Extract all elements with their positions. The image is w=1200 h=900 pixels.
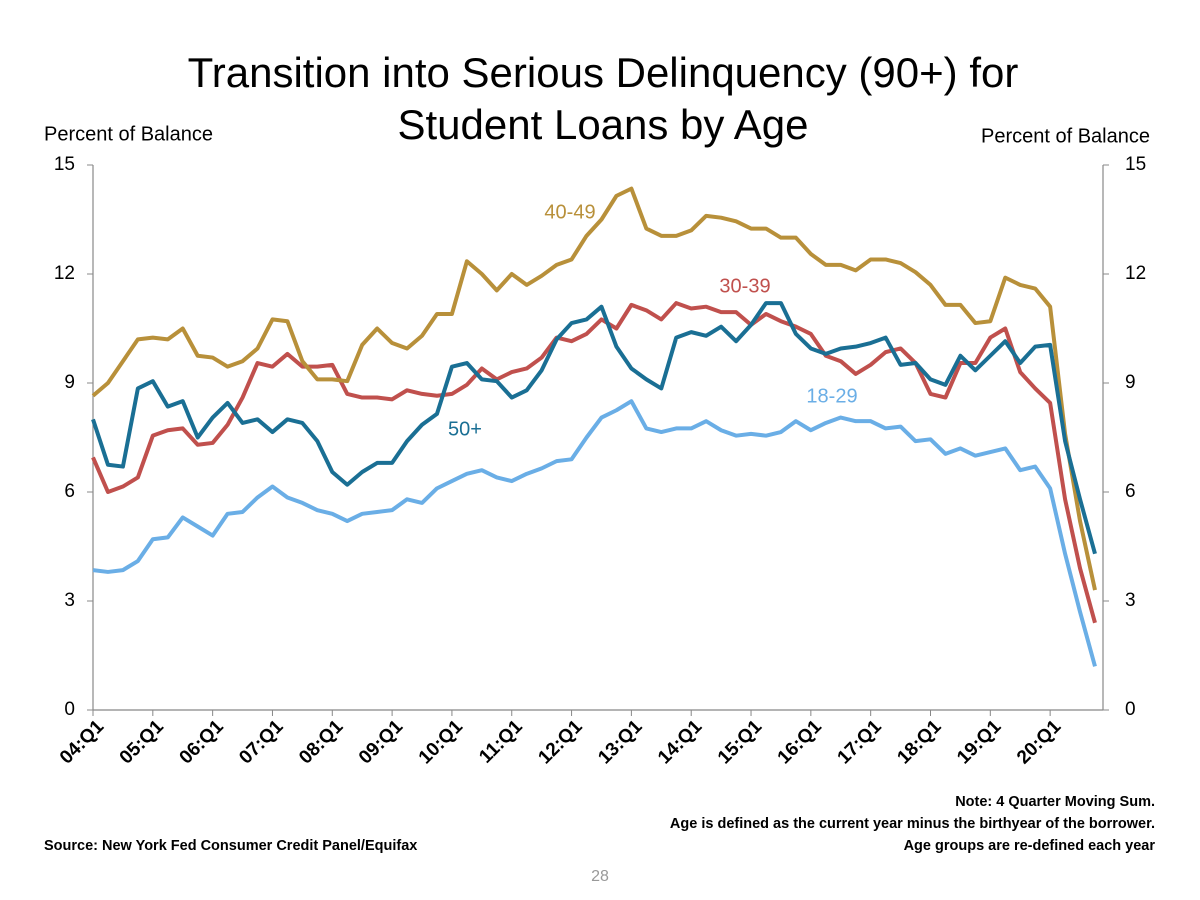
page-number: 28 (591, 868, 609, 885)
y2-tick-label: 9 (1125, 372, 1136, 393)
x-tick-label: 16:Q1 (774, 716, 826, 768)
y-tick-label: 15 (54, 154, 75, 175)
x-tick-label: 04:Q1 (56, 716, 108, 768)
y-tick-label: 12 (54, 263, 75, 284)
x-tick-label: 09:Q1 (355, 716, 407, 768)
x-tick-label: 13:Q1 (594, 716, 646, 768)
y2-axis-label: Percent of Balance (981, 125, 1150, 147)
x-tick-label: 12:Q1 (534, 716, 586, 768)
x-tick-label: 18:Q1 (893, 716, 945, 768)
series-line (91, 301, 1097, 624)
x-tick-label: 17:Q1 (834, 716, 886, 768)
chart-title: Student Loans by Age (398, 101, 809, 148)
x-tick-label: 11:Q1 (475, 716, 527, 768)
x-tick-label: 05:Q1 (116, 716, 168, 768)
y-tick-label: 9 (64, 372, 75, 393)
y-tick-label: 0 (64, 699, 75, 720)
x-tick-label: 10:Q1 (415, 716, 467, 768)
series-label: 50+ (448, 418, 482, 440)
chart-title: Transition into Serious Delinquency (90+… (188, 49, 1019, 96)
note: Age is defined as the current year minus… (670, 816, 1155, 832)
y-tick-label: 3 (64, 590, 75, 611)
note: Note: 4 Quarter Moving Sum. (955, 794, 1155, 810)
note: Age groups are re-defined each year (904, 838, 1156, 854)
series-label: 18-29 (806, 385, 857, 407)
y2-tick-label: 12 (1125, 263, 1146, 284)
x-tick-label: 07:Q1 (235, 716, 287, 768)
x-tick-label: 19:Q1 (953, 716, 1005, 768)
series-line (91, 186, 1097, 591)
y-tick-label: 6 (64, 481, 75, 502)
y2-tick-label: 15 (1125, 154, 1146, 175)
series-label: 40-49 (544, 201, 595, 223)
x-tick-label: 20:Q1 (1013, 716, 1065, 768)
series-line (92, 399, 1097, 667)
y2-tick-label: 0 (1125, 699, 1136, 720)
x-tick-label: 08:Q1 (295, 716, 347, 768)
y-axis-label: Percent of Balance (44, 123, 213, 145)
x-tick-label: 06:Q1 (176, 716, 228, 768)
y2-tick-label: 3 (1125, 590, 1136, 611)
y2-tick-label: 6 (1125, 481, 1136, 502)
source: Source: New York Fed Consumer Credit Pan… (44, 838, 417, 854)
series-label: 30-39 (719, 275, 770, 297)
series-line (91, 301, 1097, 555)
x-tick-label: 14:Q1 (654, 716, 706, 768)
x-tick-label: 15:Q1 (714, 716, 766, 768)
